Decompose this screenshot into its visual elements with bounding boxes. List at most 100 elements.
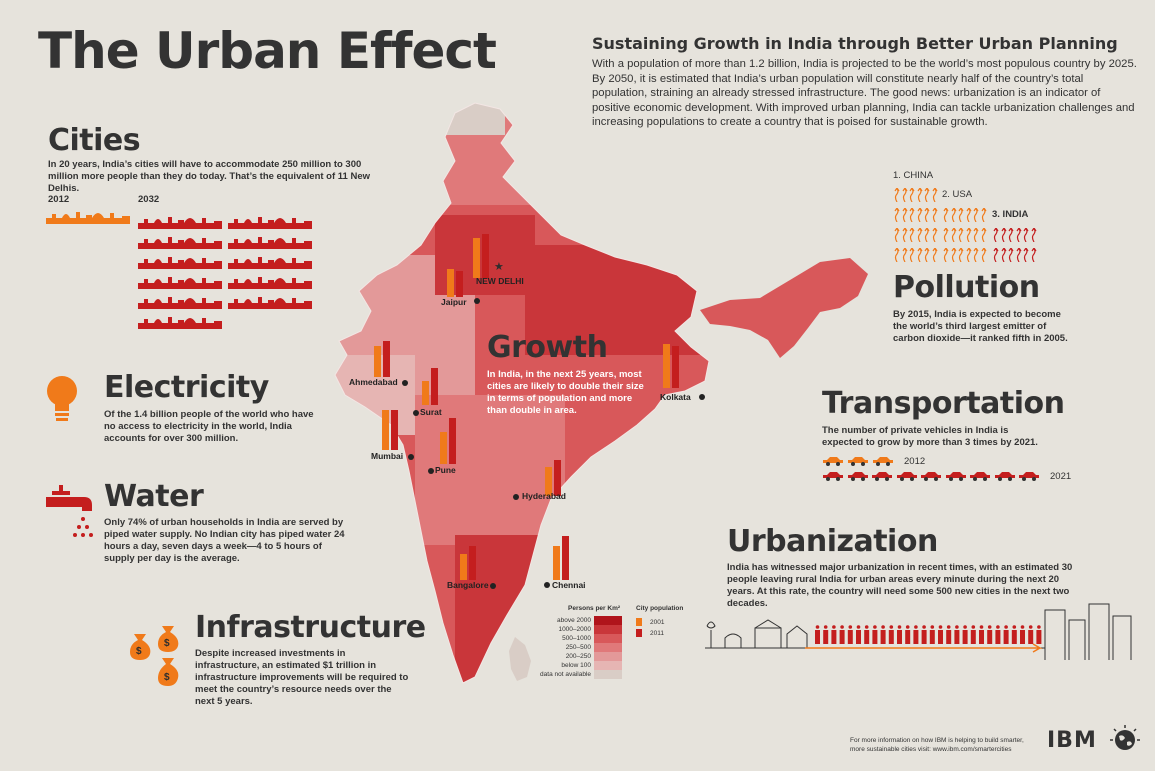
water-text: Only 74% of urban households in India ar… bbox=[104, 517, 345, 564]
emission-arrow-icon bbox=[1016, 228, 1021, 242]
city-label: Surat bbox=[420, 407, 442, 417]
city-bar-2011 bbox=[383, 341, 390, 377]
urbanization-heading: Urbanization bbox=[727, 524, 938, 559]
city-bar-2011 bbox=[431, 367, 438, 405]
emission-arrow-icon bbox=[1001, 228, 1006, 242]
city-label: Bangalore bbox=[447, 580, 489, 590]
person-icon bbox=[1011, 625, 1017, 644]
skyline-2032-icon bbox=[228, 237, 312, 249]
person-icon bbox=[823, 625, 829, 644]
density-legend-label: 500–1000 bbox=[562, 635, 591, 642]
city-bar-2001 bbox=[440, 431, 447, 464]
car-icon bbox=[873, 457, 893, 466]
city-label: Pune bbox=[435, 465, 456, 475]
city-bar-2001 bbox=[374, 345, 381, 377]
infrastructure-heading: Infrastructure bbox=[195, 610, 426, 645]
cities-year-2032: 2032 bbox=[138, 194, 160, 205]
population-legend: City population 2001 2011 bbox=[636, 605, 683, 640]
emission-arrow-icon bbox=[973, 248, 979, 262]
person-icon bbox=[880, 625, 886, 644]
water-heading: Water bbox=[104, 479, 204, 514]
person-icon bbox=[831, 625, 837, 644]
density-legend-swatch bbox=[594, 670, 622, 679]
skyline-2032-icon bbox=[138, 237, 222, 249]
cities-year-2012: 2012 bbox=[48, 194, 70, 205]
city-label: Kolkata bbox=[660, 392, 691, 402]
person-icon bbox=[905, 625, 911, 644]
pollution-rank-usa: 2. USA bbox=[942, 189, 973, 200]
emission-arrow-icon bbox=[932, 248, 937, 262]
person-icon bbox=[897, 625, 902, 644]
urbanization-text: India has witnessed major urbanization i… bbox=[727, 562, 1073, 609]
population-legend-label: 2011 bbox=[650, 629, 664, 637]
city-bar-2011 bbox=[449, 418, 456, 464]
skyline-2032-icon bbox=[228, 217, 312, 229]
emission-arrow-icon bbox=[909, 228, 915, 242]
svg-text:$: $ bbox=[136, 646, 142, 657]
city-dot bbox=[413, 410, 419, 416]
person-icon bbox=[921, 625, 927, 644]
skyline-2032-icon bbox=[228, 277, 312, 289]
density-legend-row: 250–500 bbox=[540, 643, 622, 652]
emission-arrow-icon bbox=[981, 208, 986, 222]
city-bar-2001 bbox=[460, 553, 467, 580]
subtitle: Sustaining Growth in India through Bette… bbox=[592, 34, 1118, 53]
density-legend-label: below 100 bbox=[561, 662, 591, 669]
city-bar-2001 bbox=[422, 381, 429, 405]
car-icon bbox=[847, 472, 868, 481]
faucet-icon bbox=[46, 485, 93, 537]
skyline-2032-icon bbox=[228, 257, 312, 269]
city-bar-2011 bbox=[469, 546, 476, 580]
lightbulb-icon bbox=[47, 376, 77, 421]
capital-star-icon: ★ bbox=[494, 261, 504, 273]
pollution-rank-china: 1. CHINA bbox=[893, 170, 934, 181]
emission-arrow-icon bbox=[909, 248, 915, 262]
car-icon bbox=[1019, 472, 1039, 481]
city-bar-2011 bbox=[391, 410, 398, 450]
cities-heading: Cities bbox=[48, 123, 141, 158]
emission-arrow-icon bbox=[1031, 248, 1036, 262]
city-dot bbox=[408, 454, 414, 460]
density-legend-title: Persons per Km² bbox=[568, 605, 621, 612]
city-bar-2001 bbox=[553, 546, 560, 580]
electricity-text: Of the 1.4 billion people of the world w… bbox=[104, 409, 314, 444]
money-bags-icon: $ $ $ bbox=[130, 626, 179, 686]
car-icon bbox=[994, 472, 1015, 481]
emission-arrow-icon bbox=[909, 208, 915, 222]
cities-text: In 20 years, India’s cities will have to… bbox=[48, 159, 370, 194]
car-icon bbox=[823, 472, 843, 481]
person-icon bbox=[995, 625, 1001, 644]
emission-arrow-icon bbox=[917, 248, 922, 262]
ibm-logo: IBM bbox=[1047, 728, 1097, 753]
infrastructure-text: Despite increased investments in infrast… bbox=[195, 648, 409, 707]
city-bar-2011 bbox=[482, 233, 489, 278]
city-label: Hyderabad bbox=[522, 491, 566, 501]
person-icon bbox=[888, 625, 894, 644]
density-legend-swatch bbox=[594, 643, 622, 652]
city-dot bbox=[474, 298, 480, 304]
emission-arrow-icon bbox=[909, 188, 915, 202]
emission-arrow-icon bbox=[951, 248, 956, 262]
person-icon bbox=[1003, 625, 1009, 644]
city-bar-2001 bbox=[663, 343, 670, 388]
svg-text:$: $ bbox=[164, 672, 170, 683]
person-icon bbox=[979, 625, 984, 644]
city-bar-2001 bbox=[447, 269, 454, 297]
emission-arrow-icon bbox=[1008, 248, 1014, 262]
emission-arrow-icon bbox=[902, 188, 907, 202]
emission-arrow-icon bbox=[993, 248, 999, 262]
skyline-2032-icon bbox=[138, 217, 222, 229]
density-legend-row: 1000–2000 bbox=[540, 625, 622, 634]
population-legend-title: City population bbox=[636, 605, 684, 612]
density-legend: Persons per Km² above 2000 1000–2000 500–1… bbox=[540, 605, 622, 679]
person-icon bbox=[987, 625, 993, 644]
emission-arrow-icon bbox=[932, 208, 937, 222]
transportation-text: The number of private vehicles in India … bbox=[822, 425, 1038, 448]
person-icon bbox=[938, 625, 943, 644]
skyline-2012-icon bbox=[46, 212, 130, 224]
population-legend-row: 2001 bbox=[636, 618, 683, 626]
density-legend-swatch bbox=[594, 634, 622, 643]
transport-year-2021: 2021 bbox=[1050, 471, 1072, 482]
city-label: Mumbai bbox=[371, 451, 404, 461]
city-dot bbox=[490, 583, 496, 589]
